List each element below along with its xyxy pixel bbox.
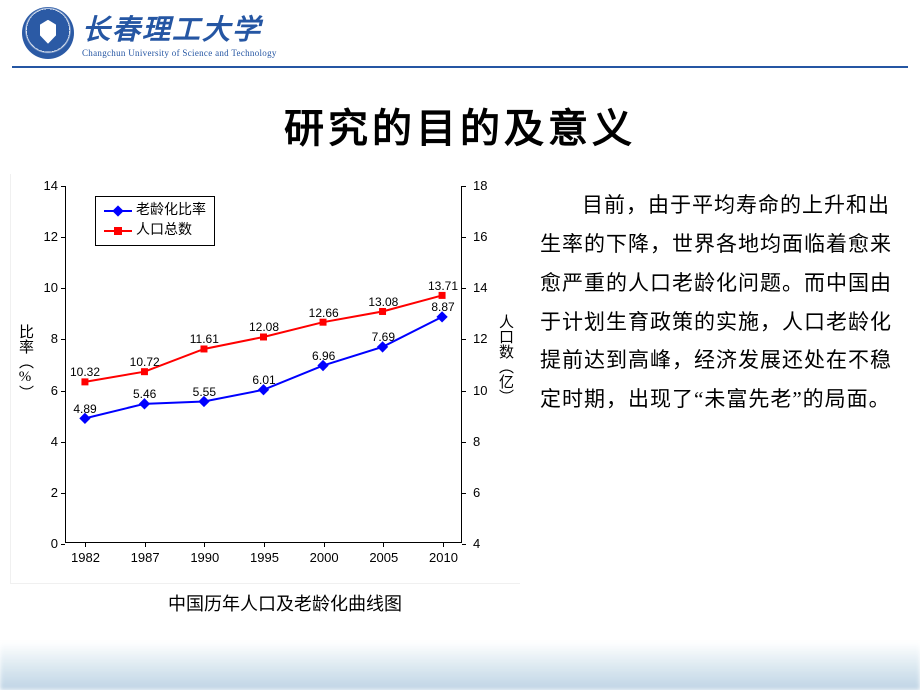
y-right-tick: 10 bbox=[473, 383, 487, 398]
chart-wrap: 比率（%） 人口数（亿） 老龄化比率 人口总数 0 2 4 6 8 10 12 14 4 6 8 10… bbox=[10, 174, 520, 616]
y-left-tick: 14 bbox=[44, 178, 58, 193]
point-label: 7.69 bbox=[372, 331, 395, 345]
y-right-tick: 12 bbox=[473, 331, 487, 346]
y-left-tick: 12 bbox=[44, 229, 58, 244]
y-right-tick: 14 bbox=[473, 280, 487, 295]
legend-item-aging: 老龄化比率 bbox=[104, 201, 206, 221]
header: 长春理工大学 Changchun University of Science a… bbox=[12, 0, 908, 68]
y-left-tick: 8 bbox=[51, 331, 58, 346]
x-tick: 1982 bbox=[71, 550, 100, 565]
x-tick: 2010 bbox=[429, 550, 458, 565]
y-right-label: 人口数（亿） bbox=[495, 314, 516, 404]
point-label: 6.96 bbox=[312, 349, 335, 363]
point-label: 6.01 bbox=[252, 374, 275, 388]
point-label: 5.46 bbox=[133, 388, 156, 402]
population-aging-chart: 比率（%） 人口数（亿） 老龄化比率 人口总数 0 2 4 6 8 10 12 14 4 6 8 10… bbox=[10, 174, 520, 584]
university-name-cn: 长春理工大学 bbox=[82, 8, 277, 48]
point-label: 11.61 bbox=[190, 333, 219, 347]
point-label: 4.89 bbox=[73, 402, 96, 416]
x-tick: 1990 bbox=[190, 550, 219, 565]
y-right-tick: 4 bbox=[473, 536, 480, 551]
y-right-tick: 16 bbox=[473, 229, 487, 244]
y-right-tick: 6 bbox=[473, 485, 480, 500]
y-axis-right bbox=[461, 186, 462, 543]
y-left-tick: 10 bbox=[44, 280, 58, 295]
y-right-tick: 18 bbox=[473, 178, 487, 193]
y-right-tick: 8 bbox=[473, 434, 480, 449]
legend-label-aging: 老龄化比率 bbox=[136, 201, 206, 221]
university-emblem-icon bbox=[22, 7, 74, 59]
legend-label-population: 人口总数 bbox=[136, 221, 192, 241]
x-tick: 2000 bbox=[310, 550, 339, 565]
y-left-tick: 6 bbox=[51, 383, 58, 398]
point-label: 13.71 bbox=[428, 279, 458, 293]
x-tick: 1995 bbox=[250, 550, 279, 565]
legend: 老龄化比率 人口总数 bbox=[95, 196, 215, 246]
x-tick: 2005 bbox=[369, 550, 398, 565]
logo-text: 长春理工大学 Changchun University of Science a… bbox=[82, 8, 277, 58]
body-paragraph: 目前，由于平均寿命的上升和出生率的下降，世界各地均面临着愈来愈严重的人口老龄化问… bbox=[540, 174, 902, 616]
page-title: 研究的目的及意义 bbox=[0, 96, 920, 154]
university-name-en: Changchun University of Science and Tech… bbox=[82, 48, 277, 58]
y-left-tick: 4 bbox=[51, 434, 58, 449]
y-left-tick: 2 bbox=[51, 485, 58, 500]
point-label: 12.08 bbox=[249, 321, 279, 335]
point-label: 12.66 bbox=[309, 306, 339, 320]
y-left-tick: 0 bbox=[51, 536, 58, 551]
content: 比率（%） 人口数（亿） 老龄化比率 人口总数 0 2 4 6 8 10 12 14 4 6 8 10… bbox=[0, 154, 920, 616]
point-label: 10.32 bbox=[70, 366, 100, 380]
x-tick: 1987 bbox=[131, 550, 160, 565]
footer-decorative-image bbox=[0, 642, 920, 690]
point-label: 13.08 bbox=[368, 295, 398, 309]
chart-caption: 中国历年人口及老龄化曲线图 bbox=[10, 590, 520, 616]
legend-item-population: 人口总数 bbox=[104, 221, 206, 241]
y-left-label: 比率（%） bbox=[15, 324, 36, 400]
y-axis-left bbox=[65, 186, 66, 543]
point-label: 10.72 bbox=[130, 355, 160, 369]
point-label: 8.87 bbox=[431, 300, 454, 314]
point-label: 5.55 bbox=[193, 385, 216, 399]
